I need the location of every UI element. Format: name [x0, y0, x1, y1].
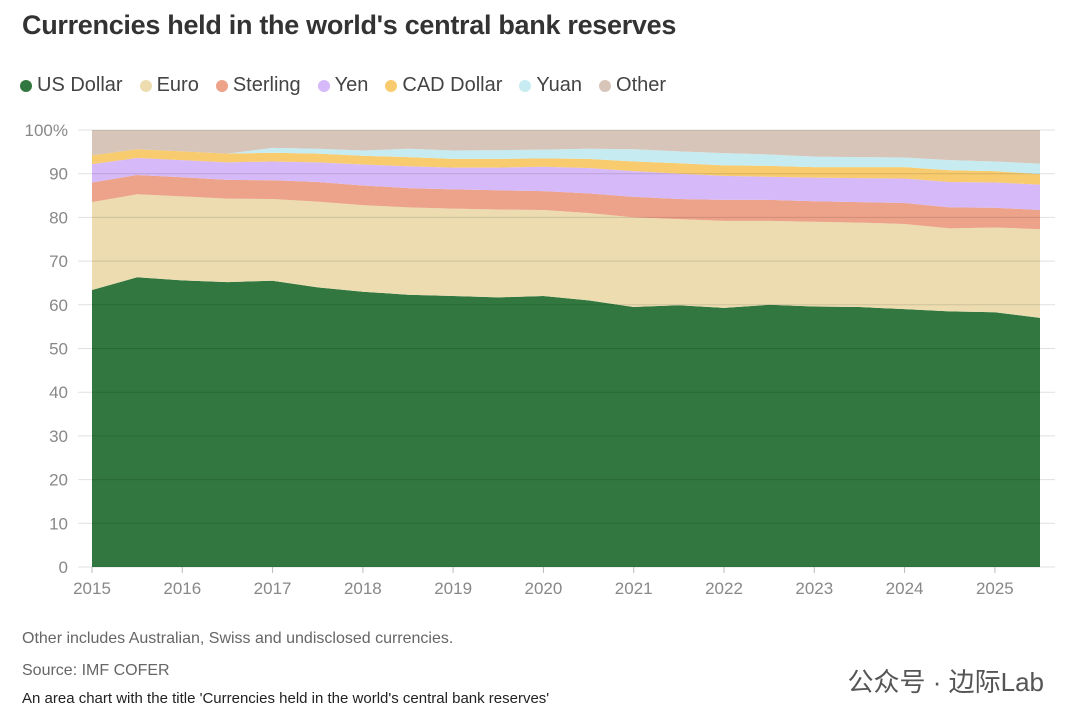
legend-item: CAD Dollar [385, 74, 502, 97]
x-tick-label: 2020 [525, 579, 563, 598]
x-tick-label: 2017 [254, 579, 292, 598]
legend: US Dollar Euro Sterling Yen CAD Dollar Yuan Ot… [20, 74, 666, 97]
other-note: Other includes Australian, Swiss and und… [22, 630, 454, 647]
legend-label: Sterling [232, 74, 301, 96]
area-euro [92, 194, 1040, 318]
legend-item: Other [599, 74, 666, 97]
area-yuan [92, 147, 1040, 175]
y-tick-label: 0 [59, 558, 68, 577]
y-tick-label: 50 [49, 340, 68, 359]
legend-label: Yuan [536, 74, 583, 96]
source-note: Source: IMF COFER [22, 662, 170, 679]
y-tick-label: 20 [49, 471, 68, 490]
x-tick-label: 2015 [73, 579, 111, 598]
chart-title: Currencies held in the world's central b… [22, 10, 677, 40]
legend-swatch [317, 79, 330, 92]
area-yen [92, 157, 1040, 210]
legend-swatch [215, 79, 228, 92]
alt-text-note: An area chart with the title 'Currencies… [22, 690, 550, 707]
legend-swatch [599, 79, 612, 92]
y-tick-label: 30 [49, 427, 68, 446]
area-sterling [92, 175, 1040, 230]
y-tick-label: 70 [49, 252, 68, 271]
y-tick-label: 10 [49, 514, 68, 533]
y-tick-label: 60 [49, 296, 68, 315]
y-tick-label: 40 [49, 383, 68, 402]
area-cad-dollar [92, 149, 1040, 185]
legend-item: Sterling [215, 74, 301, 97]
x-tick-label: 2025 [976, 579, 1014, 598]
x-tick-label: 2023 [795, 579, 833, 598]
legend-swatch [385, 79, 398, 92]
legend-label: US Dollar [37, 74, 123, 96]
legend-item: Yen [317, 74, 369, 97]
legend-label: Other [616, 74, 667, 96]
legend-label: CAD Dollar [402, 74, 503, 96]
legend-item: US Dollar [20, 74, 123, 97]
x-tick-label: 2018 [344, 579, 382, 598]
legend-item: Yuan [519, 74, 582, 97]
y-tick-label: 90 [49, 165, 68, 184]
x-tick-label: 2021 [615, 579, 653, 598]
legend-swatch [139, 79, 152, 92]
legend-label: Yen [334, 74, 369, 96]
y-tick-label: 100% [25, 121, 68, 140]
watermark: 公众号 · 边际Lab [847, 667, 1045, 697]
x-tick-label: 2024 [886, 579, 924, 598]
legend-swatch [20, 79, 32, 92]
x-tick-label: 2022 [705, 579, 743, 598]
legend-swatch [519, 79, 532, 92]
x-tick-label: 2019 [434, 579, 472, 598]
area-us-dollar [92, 277, 1040, 567]
legend-label: Euro [156, 74, 199, 96]
area-other [92, 130, 1040, 164]
legend-item: Euro [139, 74, 199, 97]
y-tick-label: 80 [49, 208, 68, 227]
x-tick-label: 2016 [163, 579, 201, 598]
